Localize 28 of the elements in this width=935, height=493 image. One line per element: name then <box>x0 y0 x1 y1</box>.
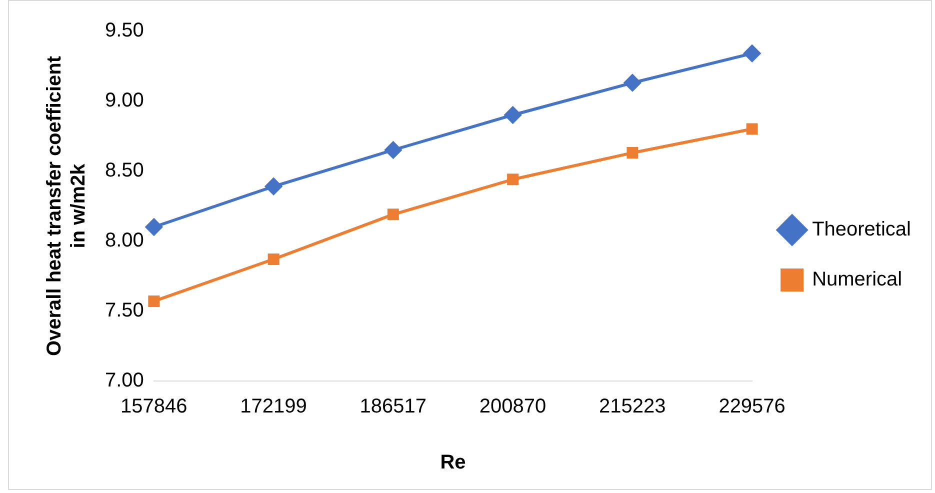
y-tick-label: 9.50 <box>104 20 144 42</box>
x-tick-label: 229576 <box>718 396 786 418</box>
y-tick-label: 7.50 <box>104 300 144 322</box>
x-axis-title: Re <box>440 452 466 474</box>
x-tick-label: 215223 <box>599 396 666 418</box>
y-tick-label: 9.00 <box>104 90 144 112</box>
point <box>507 174 519 186</box>
point <box>387 208 399 220</box>
x-tick-label: 200870 <box>479 396 546 418</box>
x-tick-label: 186517 <box>360 396 427 418</box>
x-tick-label: 157846 <box>120 396 188 418</box>
y-tick-label: 8.50 <box>104 160 144 182</box>
point <box>148 295 160 307</box>
y-axis-title: Overall heat transfer coefficient in w/m2k <box>44 56 90 356</box>
point <box>268 253 280 265</box>
point <box>624 74 641 92</box>
y-tick-label: 7.00 <box>104 370 144 392</box>
legend-label: Numerical <box>812 268 902 291</box>
legend-label: Theoretical <box>812 218 911 241</box>
point <box>746 123 758 135</box>
x-tick-label: 172199 <box>240 396 307 418</box>
point <box>265 178 282 195</box>
point <box>626 147 638 159</box>
point <box>744 44 761 62</box>
point <box>504 106 522 124</box>
point <box>384 142 402 158</box>
point <box>145 218 162 236</box>
y-tick-label: 8.00 <box>104 230 144 252</box>
